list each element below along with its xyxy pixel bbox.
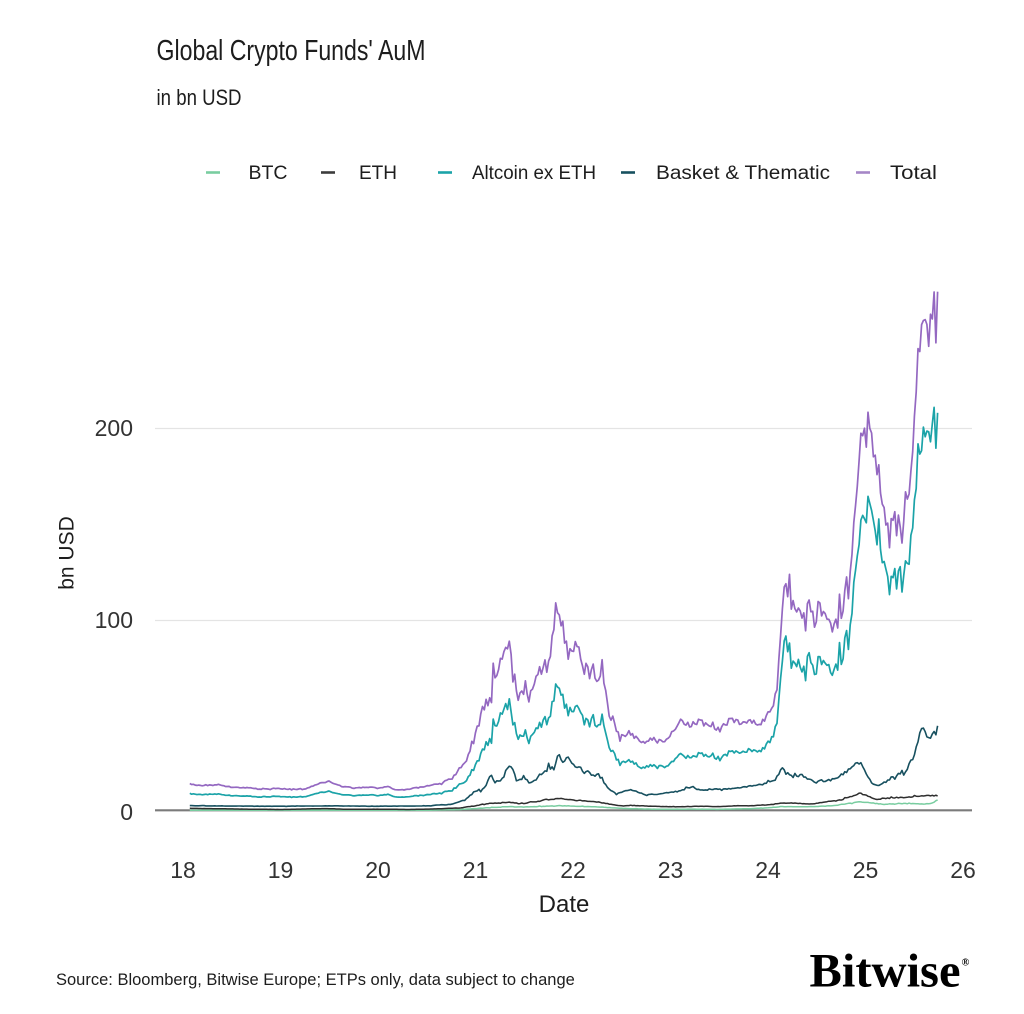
- svg-text:bn USD: bn USD: [56, 516, 79, 590]
- svg-text:Date: Date: [539, 891, 590, 918]
- svg-text:Source: Bloomberg, Bitwise Eur: Source: Bloomberg, Bitwise Europe; ETPs …: [56, 971, 575, 989]
- svg-text:100: 100: [95, 607, 133, 633]
- svg-text:Global Crypto Funds' AuM: Global Crypto Funds' AuM: [157, 35, 426, 67]
- svg-text:21: 21: [463, 857, 489, 883]
- svg-text:Total: Total: [890, 163, 937, 184]
- svg-text:ETH: ETH: [359, 163, 397, 184]
- svg-text:BTC: BTC: [249, 163, 288, 184]
- svg-text:24: 24: [755, 857, 781, 883]
- svg-text:Basket & Thematic: Basket & Thematic: [656, 163, 830, 184]
- svg-text:22: 22: [560, 857, 586, 883]
- svg-text:Altcoin ex ETH: Altcoin ex ETH: [472, 163, 596, 184]
- svg-text:18: 18: [170, 857, 196, 883]
- svg-text:25: 25: [853, 857, 879, 883]
- svg-text:®: ®: [962, 958, 970, 969]
- svg-text:26: 26: [950, 857, 976, 883]
- svg-text:Bitwise: Bitwise: [810, 945, 961, 998]
- svg-text:23: 23: [658, 857, 684, 883]
- svg-text:200: 200: [95, 415, 133, 441]
- svg-text:0: 0: [120, 799, 133, 825]
- svg-text:20: 20: [365, 857, 391, 883]
- svg-text:19: 19: [268, 857, 294, 883]
- svg-text:in bn USD: in bn USD: [157, 85, 242, 110]
